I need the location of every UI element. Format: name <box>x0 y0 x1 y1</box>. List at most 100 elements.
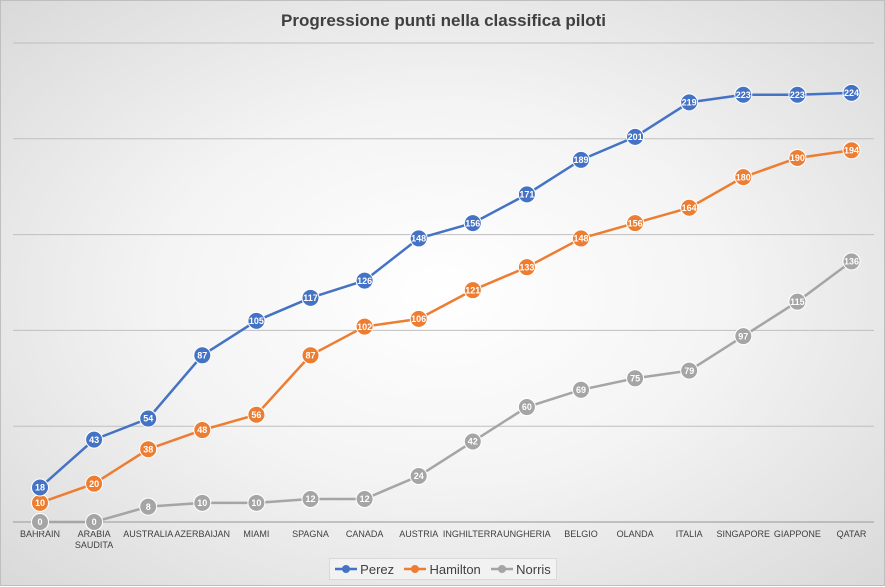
data-point <box>139 409 158 428</box>
gridlines <box>13 42 874 523</box>
data-label: 219 <box>682 98 697 108</box>
data-point <box>409 309 428 328</box>
data-point <box>193 421 212 440</box>
series-hamilton: 10 20 38 48 56 87 102 106 121 133 148 156 164 180 190 1… <box>31 141 861 512</box>
data-label: 105 <box>249 316 264 326</box>
data-point <box>788 292 807 311</box>
data-point <box>247 493 266 512</box>
data-point <box>626 127 645 146</box>
data-label: 224 <box>844 88 859 98</box>
data-label: 43 <box>89 435 99 445</box>
legend-swatch <box>335 565 358 573</box>
data-point <box>517 258 536 277</box>
data-point <box>85 430 104 449</box>
x-tick-label: GIAPPONE <box>774 529 821 539</box>
data-point <box>680 361 699 380</box>
legend-swatch <box>491 565 514 573</box>
series-lines: 0 08 10 10 12 1224426069757997115136102038485… <box>31 83 861 531</box>
legend-item-hamilton: Hamilton <box>404 561 481 577</box>
data-label: 69 <box>576 385 586 395</box>
data-point <box>247 311 266 330</box>
data-point <box>31 513 49 531</box>
x-tick-label: ITALIA <box>676 529 703 539</box>
data-point <box>572 380 590 399</box>
data-point <box>734 327 753 346</box>
series-line <box>40 260 853 524</box>
data-point <box>680 93 699 112</box>
data-label: 189 <box>573 155 588 165</box>
data-label: 194 <box>844 145 859 155</box>
data-point <box>788 85 807 104</box>
x-tick-label: AUSTRIA <box>399 529 438 539</box>
data-point <box>517 185 536 204</box>
x-tick-label: MIAMI <box>243 529 269 539</box>
data-label: 38 <box>143 444 153 454</box>
x-tick-label: BELGIO <box>564 529 598 539</box>
x-tick-label: SPAGNA <box>292 529 329 539</box>
series-line <box>39 149 852 505</box>
data-label: 133 <box>519 262 534 272</box>
legend-label: Norris <box>516 561 551 577</box>
data-point <box>788 148 807 167</box>
data-point <box>355 490 374 509</box>
data-point <box>409 467 428 486</box>
data-label: 79 <box>684 366 694 376</box>
data-point <box>842 252 861 271</box>
x-tick-label: CANADA <box>346 529 384 539</box>
data-point <box>139 497 158 516</box>
data-point <box>734 168 753 187</box>
data-point <box>734 85 753 104</box>
chart-title: Progressione punti nella classifica pilo… <box>281 11 606 30</box>
data-label: 156 <box>628 218 643 228</box>
data-label: 56 <box>251 410 261 420</box>
data-point <box>31 478 49 497</box>
x-tick-label: SINGAPORE <box>717 529 771 539</box>
data-label: 115 <box>790 297 805 307</box>
data-point <box>626 214 645 233</box>
legend-label: Hamilton <box>429 561 481 577</box>
data-label: 180 <box>736 172 751 182</box>
legend: Perez Hamilton Norris <box>329 558 557 580</box>
data-point <box>301 288 320 307</box>
legend-item-perez: Perez <box>335 562 394 577</box>
data-label: 171 <box>519 190 534 200</box>
x-tick-label: INGHILTERRA <box>443 529 503 539</box>
data-point <box>193 493 212 512</box>
data-label: 117 <box>303 293 318 303</box>
x-tick-label: BAHRAIN <box>20 529 60 539</box>
data-point <box>355 271 374 290</box>
data-point <box>355 317 374 336</box>
legend-swatch <box>404 565 427 573</box>
series-norris: 0 0 8 10 10 12 12 24 42 60 69 75 79 97 115 136 <box>31 252 861 531</box>
data-label: 156 <box>465 218 480 228</box>
x-tick-label: UNGHERIA <box>503 529 551 539</box>
data-label: 126 <box>357 276 372 286</box>
data-label: 0 <box>37 517 42 527</box>
data-label: 60 <box>522 402 532 412</box>
data-label: 12 <box>305 494 315 504</box>
data-point <box>463 432 482 451</box>
data-label: 8 <box>146 502 151 512</box>
data-label: 148 <box>411 234 426 244</box>
data-label: 136 <box>844 257 859 267</box>
data-point <box>680 198 699 217</box>
data-point <box>572 229 590 248</box>
data-label: 24 <box>414 471 424 481</box>
data-point <box>301 346 320 365</box>
data-point <box>85 474 104 493</box>
data-label: 87 <box>197 351 207 361</box>
data-label: 18 <box>35 483 45 493</box>
series-perez: 18 43 54 87 105 117 126 148 156 171 189 201 219 223 22… <box>31 83 861 497</box>
data-label: 223 <box>790 90 805 100</box>
data-label: 10 <box>197 498 207 508</box>
data-label: 121 <box>465 285 480 295</box>
data-label: 201 <box>628 132 643 142</box>
data-label: 12 <box>360 494 370 504</box>
data-label: 87 <box>305 351 315 361</box>
x-tick-label: AZERBAIJAN <box>175 529 231 539</box>
data-label: 54 <box>143 414 153 424</box>
x-tick-label: AUSTRALIA <box>123 529 173 539</box>
data-label: 42 <box>468 437 478 447</box>
data-label: 190 <box>790 153 805 163</box>
x-tick-label: OLANDA <box>617 529 654 539</box>
